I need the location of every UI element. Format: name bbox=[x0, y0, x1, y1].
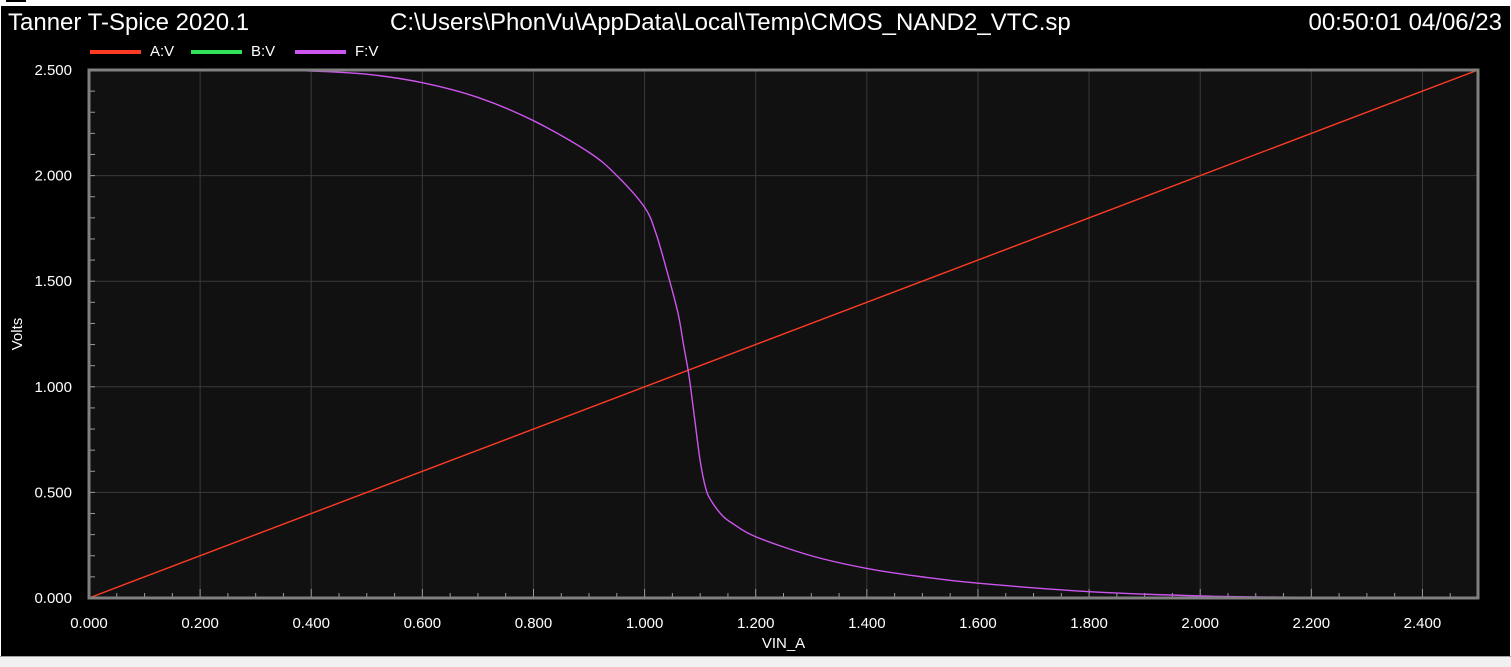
legend-label-f: F:V bbox=[355, 43, 379, 60]
legend-swatch-a bbox=[90, 50, 141, 54]
top-window-edge bbox=[0, 0, 1511, 6]
x-tick-label: 0.400 bbox=[292, 615, 330, 632]
y-tick-label: 2.000 bbox=[34, 168, 72, 185]
y-axis-ticks: 0.000 0.500 1.000 1.500 2.000 2.500 bbox=[34, 62, 72, 607]
legend-swatch-f bbox=[295, 50, 346, 54]
window-edge-mark bbox=[6, 0, 26, 2]
file-path: C:\Users\PhonVu\AppData\Local\Temp\CMOS_… bbox=[390, 9, 1071, 36]
y-tick-label: 1.500 bbox=[34, 273, 72, 290]
x-tick-label: 0.600 bbox=[404, 615, 442, 632]
x-tick-label: 1.200 bbox=[737, 615, 775, 632]
window-bottom-edge bbox=[0, 656, 1511, 667]
x-tick-label: 1.000 bbox=[626, 615, 664, 632]
app-title: Tanner T-Spice 2020.1 bbox=[8, 9, 250, 36]
legend-swatch-b bbox=[191, 50, 242, 54]
x-tick-label: 0.200 bbox=[181, 615, 219, 632]
y-tick-label: 2.500 bbox=[34, 62, 72, 79]
x-tick-label: 1.800 bbox=[1070, 615, 1108, 632]
x-tick-label: 2.200 bbox=[1293, 615, 1331, 632]
legend-label-b: B:V bbox=[251, 43, 276, 60]
legend: A:V B:V F:V bbox=[0, 42, 600, 62]
legend-item-b[interactable]: B:V bbox=[191, 42, 275, 62]
legend-label-a: A:V bbox=[150, 43, 175, 60]
x-tick-label: 0.800 bbox=[515, 615, 553, 632]
y-axis-label: Volts bbox=[9, 318, 26, 351]
y-tick-label: 0.500 bbox=[34, 484, 72, 501]
x-tick-label: 0.000 bbox=[70, 615, 108, 632]
x-tick-label: 2.400 bbox=[1404, 615, 1442, 632]
x-tick-label: 2.000 bbox=[1181, 615, 1219, 632]
x-tick-label: 1.400 bbox=[848, 615, 886, 632]
timestamp: 00:50:01 04/06/23 bbox=[1308, 9, 1502, 36]
plot-frame bbox=[87, 68, 1480, 600]
series-f-line bbox=[88, 69, 1479, 599]
y-tick-label: 1.000 bbox=[34, 379, 72, 396]
x-tick-label: 1.600 bbox=[959, 615, 997, 632]
x-axis-label: VIN_A bbox=[762, 635, 805, 652]
series-a-line bbox=[88, 69, 1479, 599]
x-axis-ticks: 0.000 0.200 0.400 0.600 0.800 1.000 1.200 1.400… bbox=[70, 615, 1441, 632]
y-tick-label: 0.000 bbox=[34, 590, 72, 607]
legend-item-a[interactable]: A:V bbox=[90, 42, 174, 62]
legend-item-f[interactable]: F:V bbox=[295, 42, 378, 62]
